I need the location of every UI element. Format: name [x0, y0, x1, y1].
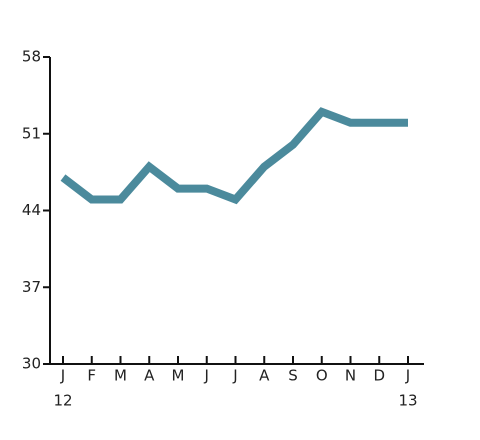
y-tick-label: 30	[22, 355, 41, 373]
y-tick-label: 37	[22, 278, 41, 296]
x-tick-label: O	[316, 367, 328, 385]
x-tick-label: J	[232, 367, 237, 385]
x-tick-label: J	[204, 367, 209, 385]
x-tick-label: N	[345, 367, 356, 385]
x-tick-label: F	[87, 367, 96, 385]
data-line	[60, 107, 408, 205]
y-tick-label: 58	[22, 48, 41, 66]
y-tick-label: 44	[22, 201, 41, 219]
x-year-label: 12	[53, 392, 72, 410]
x-tick-label: M	[172, 367, 185, 385]
x-tick-label: D	[373, 367, 385, 385]
x-tick-label: M	[114, 367, 127, 385]
x-tick-label: J	[405, 367, 410, 385]
x-tick-label: J	[60, 367, 65, 385]
x-tick-label: A	[259, 367, 270, 385]
x-tick-label: A	[144, 367, 155, 385]
x-year-label: 13	[398, 392, 417, 410]
x-tick-label: S	[288, 367, 298, 385]
y-tick-label: 51	[22, 124, 41, 142]
